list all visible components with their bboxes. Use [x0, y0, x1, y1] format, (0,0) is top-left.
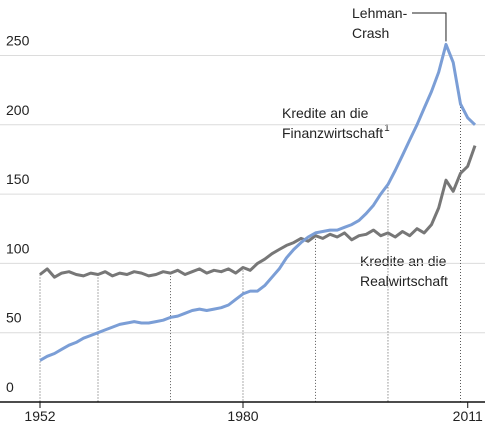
y-tick-label: 200	[6, 102, 30, 118]
y-tick-label: 150	[6, 171, 30, 187]
annotation-lehman: Crash	[352, 25, 389, 41]
annotation-finanz: Kredite an die	[282, 105, 369, 121]
y-tick-label: 50	[6, 310, 22, 326]
y-tick-label: 250	[6, 32, 30, 48]
series-line	[39, 145, 477, 279]
footnote-mark: 1	[384, 123, 390, 134]
x-tick-label: 1952	[24, 408, 55, 424]
series-line	[39, 42, 477, 362]
leader-line	[412, 12, 447, 42]
y-tick-label: 0	[6, 379, 14, 395]
annotation-lehman: Lehman-	[352, 5, 408, 21]
annotation-real: Realwirtschaft	[360, 273, 448, 289]
x-tick-label: 1980	[227, 408, 258, 424]
x-tick-label: 2011	[453, 408, 483, 424]
y-tick-label: 100	[6, 240, 30, 256]
annotation-real: Kredite an die	[360, 253, 447, 269]
annotation-finanz: Finanzwirtschaft	[282, 125, 383, 141]
plot: 0 50 100 150 200 250 1952 1980 2011	[0, 12, 485, 424]
